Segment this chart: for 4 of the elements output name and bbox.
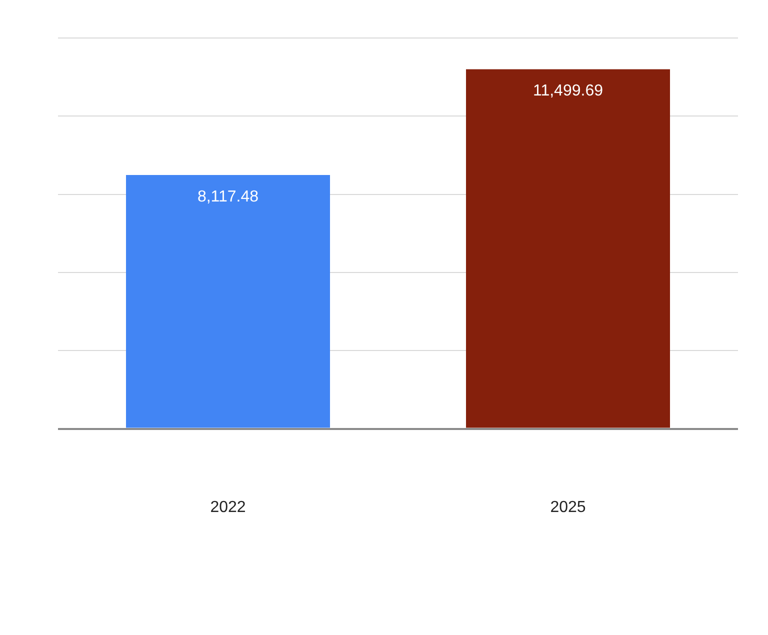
data-label: 8,117.48 — [197, 188, 259, 206]
data-label: 11,499.69 — [533, 82, 604, 100]
x-tick-label: 2025 — [550, 498, 586, 516]
x-tick-label: 2022 — [210, 498, 246, 516]
